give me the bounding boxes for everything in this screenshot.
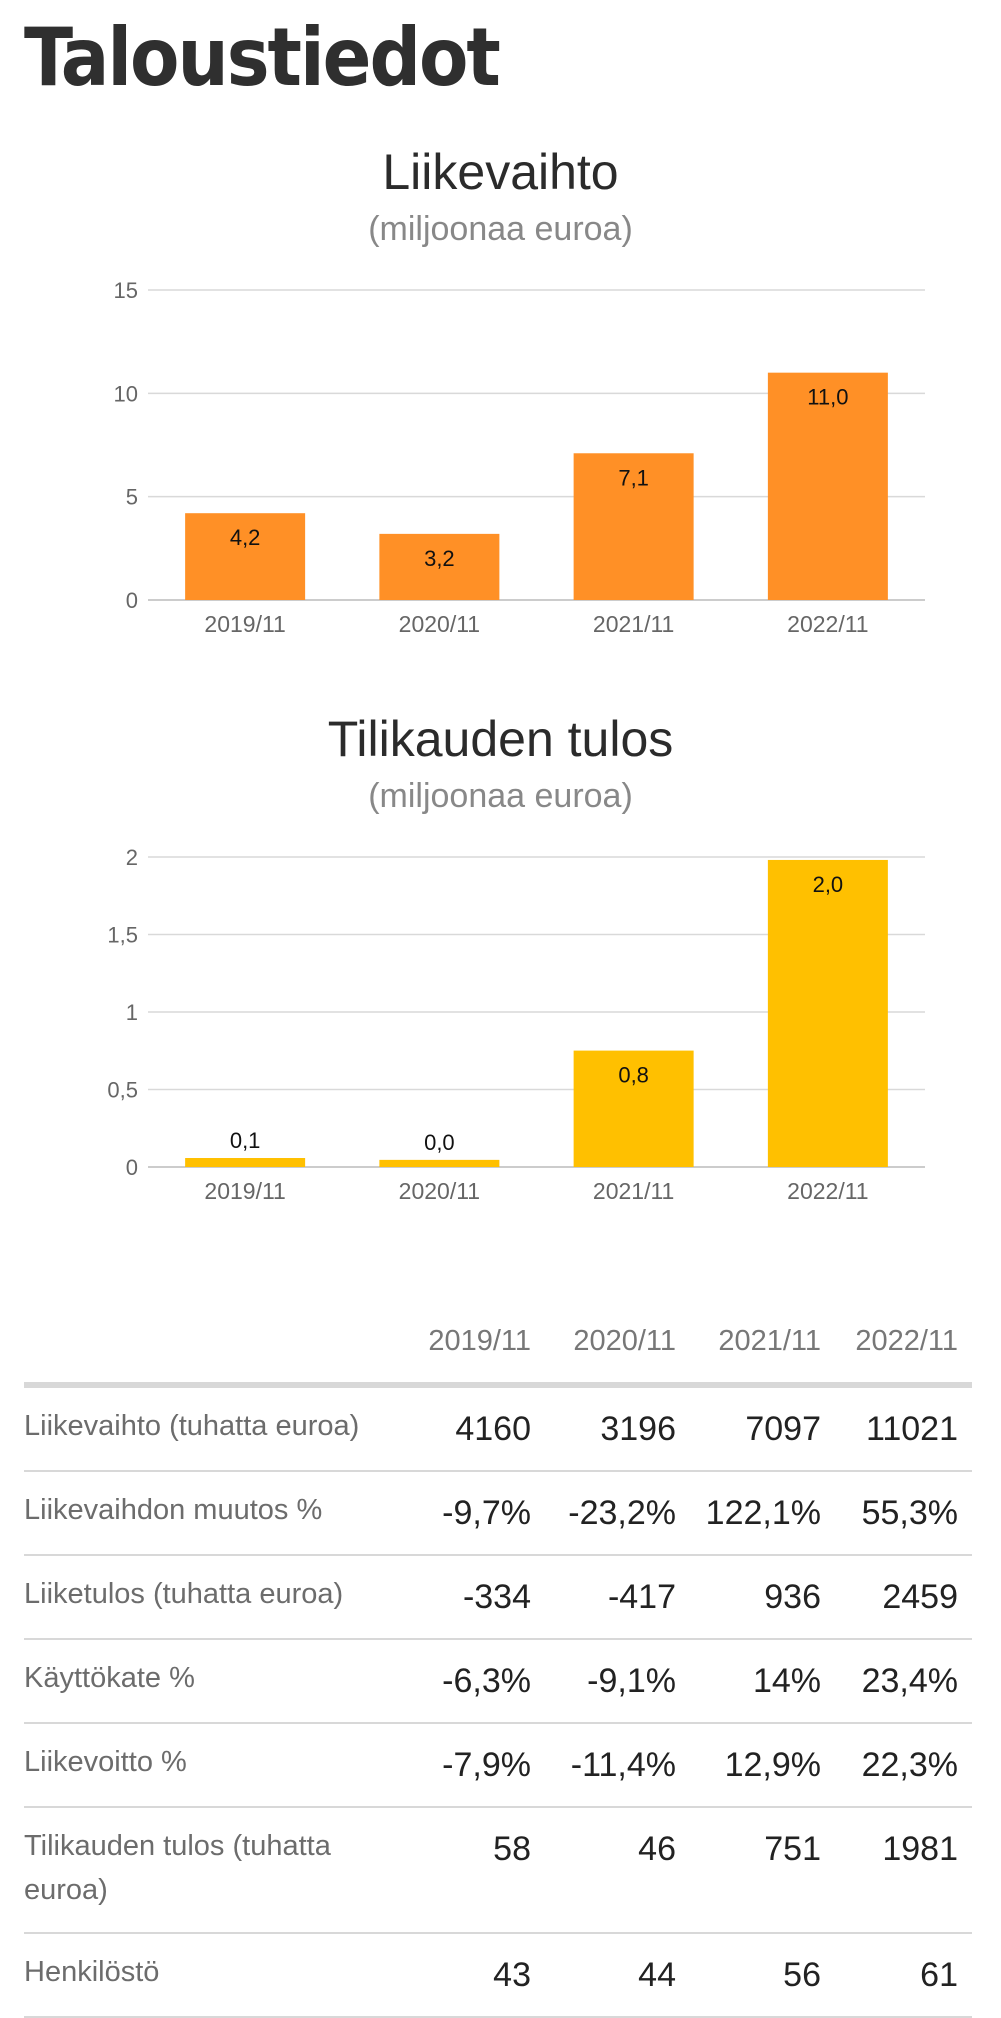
table-row: Liikevaihto (tuhatta euroa) 4160 3196 7097 1… — [24, 1385, 972, 1472]
row-label: Henkilöstö — [24, 1933, 400, 2018]
table-cell: -334 — [400, 1555, 545, 1640]
table-row: Henkilöstö 43 44 56 61 — [24, 1933, 972, 2018]
x-tick-label: 2019/11 — [204, 1178, 285, 1204]
bar — [573, 453, 694, 600]
x-tick-label: 2021/11 — [593, 1178, 674, 1204]
bar — [185, 513, 306, 600]
table-header-empty — [24, 1308, 400, 1388]
bar — [573, 1050, 694, 1167]
y-tick-label: 5 — [126, 485, 138, 510]
table-cell: 22,3% — [835, 1723, 972, 1808]
data-label: 4,2 — [230, 525, 261, 550]
table-cell: 44 — [545, 1933, 690, 2018]
y-tick-label: 0 — [126, 1155, 138, 1180]
table-cell: -9,1% — [545, 1639, 690, 1724]
data-label: 0,8 — [618, 1063, 649, 1088]
y-tick-label: 1 — [126, 1000, 138, 1025]
table-cell: 61 — [835, 1933, 972, 2018]
table-cell: 14% — [690, 1639, 835, 1724]
column-header: 2021/11 — [690, 1308, 835, 1388]
y-tick-label: 1,5 — [107, 923, 138, 948]
chart-title: Liikevaihto — [382, 144, 619, 200]
financial-table: 2019/11 2020/11 2021/11 2022/11 Liikevai… — [24, 1308, 972, 2018]
data-label: 0,1 — [230, 1128, 261, 1153]
bar — [379, 1159, 500, 1167]
y-tick-label: 10 — [114, 381, 138, 406]
table-cell: 4160 — [400, 1385, 545, 1472]
table-cell: 43 — [400, 1933, 545, 2018]
x-tick-label: 2020/11 — [399, 611, 480, 637]
table-cell: 751 — [690, 1807, 835, 1934]
table-cell: 7097 — [690, 1385, 835, 1472]
table-row: Liikevoitto % -7,9% -11,4% 12,9% 22,3% — [24, 1723, 972, 1808]
y-tick-label: 0,5 — [107, 1078, 138, 1103]
x-tick-label: 2020/11 — [399, 1178, 480, 1204]
table-cell: 936 — [690, 1555, 835, 1640]
page-title: Taloustiedot — [24, 11, 501, 104]
table-header-row: 2019/11 2020/11 2021/11 2022/11 — [24, 1308, 972, 1388]
table-cell: 11021 — [835, 1385, 972, 1472]
table-row: Liiketulos (tuhatta euroa) -334 -417 936 245… — [24, 1555, 972, 1640]
row-label: Liikevoitto % — [24, 1723, 400, 1808]
table-cell: 2459 — [835, 1555, 972, 1640]
bar — [767, 372, 888, 600]
table-row: Käyttökate % -6,3% -9,1% 14% 23,4% — [24, 1639, 972, 1724]
table-cell: 12,9% — [690, 1723, 835, 1808]
table-cell: 55,3% — [835, 1471, 972, 1556]
table-row: Tilikauden tulos (tuhatta euroa) 58 46 751 1… — [24, 1807, 972, 1934]
revenue-bar-chart: 0 5 10 15 4,2 2019/11 3,2 2020/11 7,1 2021/11 11,0… — [114, 278, 925, 637]
table-cell: 1981 — [835, 1807, 972, 1934]
table-cell: 56 — [690, 1933, 835, 2018]
bar — [379, 533, 500, 600]
row-label: Liikevaihdon muutos % — [24, 1471, 400, 1556]
chart-title: Tilikauden tulos — [327, 711, 674, 767]
bar — [185, 1158, 306, 1167]
y-tick-label: 15 — [114, 278, 138, 303]
x-tick-label: 2022/11 — [787, 1178, 868, 1204]
table-cell: 46 — [545, 1807, 690, 1934]
table-cell: -7,9% — [400, 1723, 545, 1808]
table-row: Liikevaihdon muutos % -9,7% -23,2% 122,1% 55… — [24, 1471, 972, 1556]
x-tick-label: 2019/11 — [204, 611, 285, 637]
data-label: 11,0 — [807, 385, 848, 410]
data-label: 2,0 — [813, 872, 844, 897]
column-header: 2020/11 — [545, 1308, 690, 1388]
table-cell: 23,4% — [835, 1639, 972, 1724]
data-label: 0,0 — [424, 1130, 455, 1155]
table-cell: 122,1% — [690, 1471, 835, 1556]
x-tick-label: 2022/11 — [787, 611, 868, 637]
row-label: Käyttökate % — [24, 1639, 400, 1724]
data-label: 7,1 — [618, 465, 649, 490]
profit-bar-chart: 0 0,5 1 1,5 2 0,1 2019/11 0,0 2020/11 0,8 2021/11 2… — [107, 845, 925, 1204]
column-header: 2022/11 — [835, 1308, 972, 1388]
table-cell: -11,4% — [545, 1723, 690, 1808]
chart-subtitle: (miljoonaa euroa) — [368, 210, 633, 248]
chart-subtitle: (miljoonaa euroa) — [368, 777, 633, 815]
table-cell: -6,3% — [400, 1639, 545, 1724]
column-header: 2019/11 — [400, 1308, 545, 1388]
row-label: Liikevaihto (tuhatta euroa) — [24, 1385, 400, 1472]
table-cell: -9,7% — [400, 1471, 545, 1556]
row-label: Tilikauden tulos (tuhatta euroa) — [24, 1807, 400, 1934]
table-cell: 58 — [400, 1807, 545, 1934]
table-cell: -417 — [545, 1555, 690, 1640]
bar — [767, 859, 888, 1167]
y-tick-label: 2 — [126, 845, 138, 870]
data-label: 3,2 — [424, 546, 455, 571]
y-tick-label: 0 — [126, 588, 138, 613]
table-cell: -23,2% — [545, 1471, 690, 1556]
row-label: Liiketulos (tuhatta euroa) — [24, 1555, 400, 1640]
table-cell: 3196 — [545, 1385, 690, 1472]
x-tick-label: 2021/11 — [593, 611, 674, 637]
